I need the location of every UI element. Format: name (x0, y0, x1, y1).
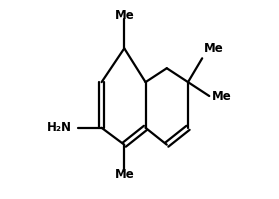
Text: Me: Me (204, 42, 223, 55)
Text: Me: Me (114, 168, 134, 181)
Text: H₂N: H₂N (47, 121, 72, 134)
Text: Me: Me (212, 90, 232, 102)
Text: Me: Me (114, 9, 134, 22)
